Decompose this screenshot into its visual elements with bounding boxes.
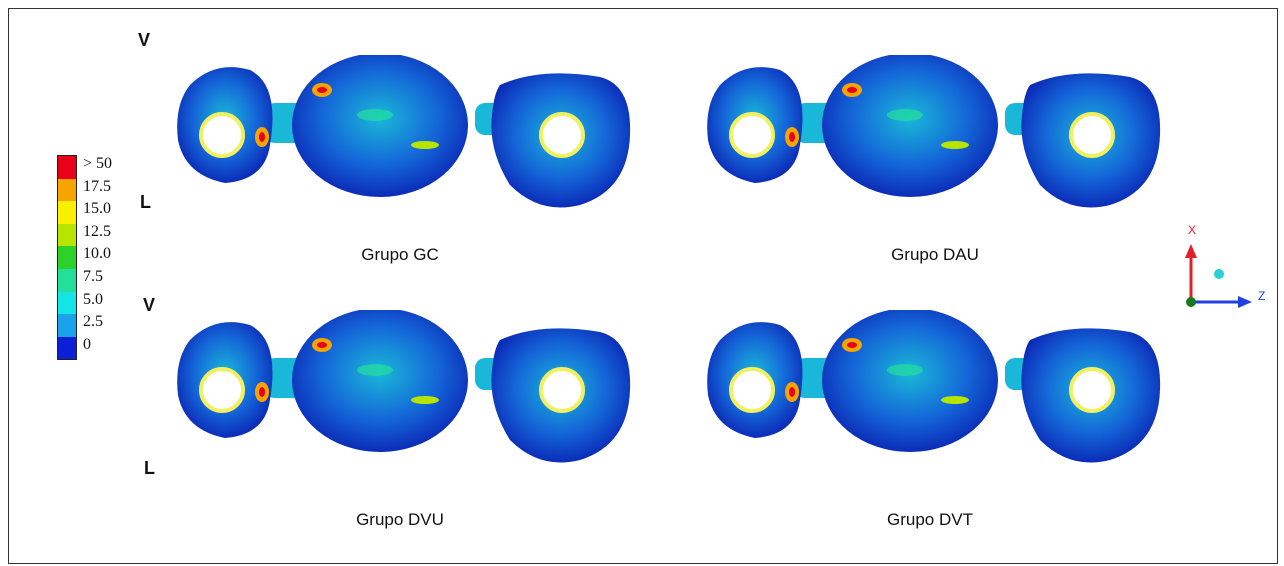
model-render-dvu — [177, 310, 631, 463]
legend-label: 5.0 — [83, 290, 103, 308]
screw-hole-right — [539, 112, 585, 158]
legend-swatch — [58, 246, 76, 269]
central-pontic — [292, 55, 468, 197]
stress-hotspot — [887, 364, 923, 376]
legend-label: 2.5 — [83, 313, 103, 331]
stress-hotspot — [317, 342, 327, 348]
legend-color-bar — [57, 155, 77, 361]
legend-label: 12.5 — [83, 222, 111, 240]
stress-hotspot — [789, 387, 795, 397]
stress-hotspot — [411, 141, 439, 149]
legend-label: 10.0 — [83, 245, 111, 263]
screw-hole-left — [199, 112, 245, 158]
screw-hole-left — [199, 367, 245, 413]
legend-label: 17.5 — [83, 177, 111, 195]
legend-labels: > 50 17.5 15.0 12.5 10.0 7.5 5.0 2.5 0 — [83, 153, 112, 356]
screw-hole-right — [1069, 367, 1115, 413]
stress-hotspot — [887, 109, 923, 121]
legend-label: 7.5 — [83, 267, 103, 285]
panel-title-gc: Grupo GC — [361, 245, 439, 264]
stress-hotspot — [411, 396, 439, 404]
legend-swatch — [58, 156, 76, 179]
lingual-label-bottom: L — [144, 458, 155, 478]
vestibular-label-bottom: V — [143, 295, 156, 315]
z-axis-label: Z — [1258, 289, 1265, 303]
stress-hotspot — [259, 387, 265, 397]
central-pontic — [822, 55, 998, 197]
lingual-label-top: L — [140, 192, 151, 212]
vestibular-label-top: V — [138, 30, 151, 50]
z-axis-arrowhead — [1238, 296, 1252, 308]
x-axis-arrowhead — [1185, 244, 1197, 258]
stress-hotspot — [317, 87, 327, 93]
stress-hotspot — [847, 87, 857, 93]
stress-hotspot — [789, 132, 795, 142]
legend-label: 15.0 — [83, 200, 111, 218]
screw-hole-left — [729, 112, 775, 158]
screw-hole-left — [729, 367, 775, 413]
legend-swatch — [58, 223, 76, 247]
legend-swatch — [58, 336, 76, 360]
central-pontic — [292, 310, 468, 452]
screw-hole-right — [1069, 112, 1115, 158]
legend-swatch — [58, 201, 76, 224]
model-render-dau — [707, 55, 1161, 208]
panel-title-dau: Grupo DAU — [891, 245, 979, 264]
x-axis-label: X — [1188, 223, 1196, 237]
legend-swatch — [58, 268, 76, 292]
stress-hotspot — [941, 141, 969, 149]
stress-hotspot — [357, 364, 393, 376]
central-pontic — [822, 310, 998, 452]
legend-swatch — [58, 314, 76, 337]
legend-swatch — [58, 291, 76, 315]
legend-label: > 50 — [83, 155, 113, 172]
panel-title-dvu: Grupo DVU — [356, 510, 444, 529]
stress-hotspot — [357, 109, 393, 121]
stress-hotspot — [847, 342, 857, 348]
axis-triad: X Z — [1185, 223, 1265, 308]
legend-label: 0 — [83, 335, 91, 353]
stress-hotspot — [941, 396, 969, 404]
panel-title-dvt: Grupo DVT — [887, 510, 973, 529]
model-render-gc — [177, 55, 631, 208]
screw-hole-right — [539, 367, 585, 413]
legend-swatch — [58, 178, 76, 202]
axis-marker-dot — [1214, 269, 1224, 279]
stress-hotspot — [259, 132, 265, 142]
axis-origin — [1186, 297, 1196, 307]
model-render-dvt — [707, 310, 1161, 463]
